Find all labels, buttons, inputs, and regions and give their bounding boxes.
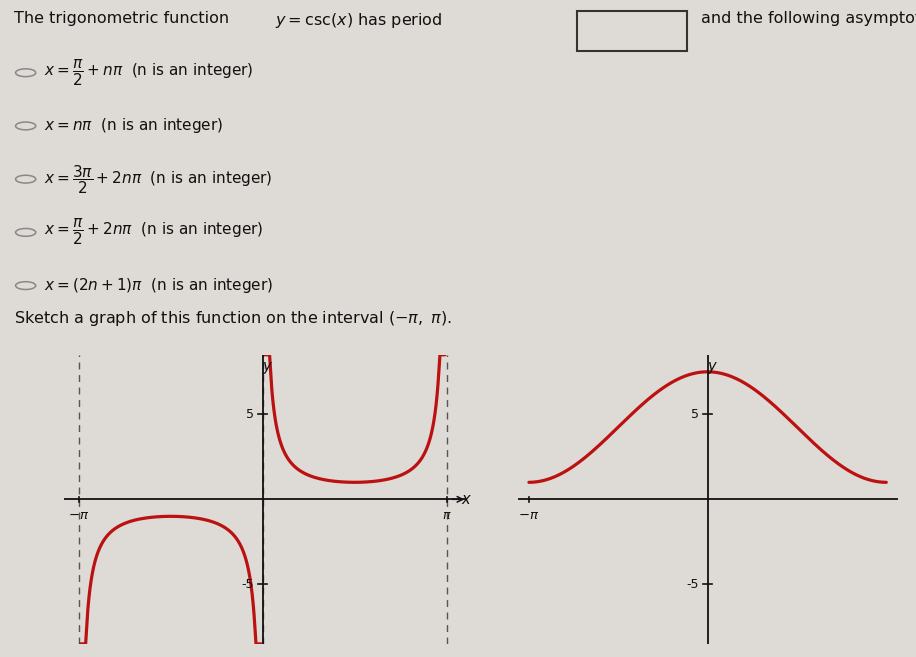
Text: y: y [707, 359, 716, 374]
Text: $x = \dfrac{\pi}{2} + n\pi$  (n is an integer): $x = \dfrac{\pi}{2} + n\pi$ (n is an int… [44, 58, 254, 87]
Text: -5: -5 [687, 578, 699, 591]
Text: x: x [461, 492, 470, 507]
Text: $x = n\pi$  (n is an integer): $x = n\pi$ (n is an integer) [44, 116, 224, 135]
Text: $x = (2n+1)\pi$  (n is an integer): $x = (2n+1)\pi$ (n is an integer) [44, 276, 273, 295]
Text: The trigonometric function: The trigonometric function [14, 11, 234, 26]
Text: y: y [263, 359, 271, 374]
Text: $x = \dfrac{\pi}{2} + 2n\pi$  (n is an integer): $x = \dfrac{\pi}{2} + 2n\pi$ (n is an in… [44, 217, 263, 247]
Text: $y = \mathrm{csc}(x)$ has period: $y = \mathrm{csc}(x)$ has period [275, 11, 442, 30]
Text: $-\pi$: $-\pi$ [68, 509, 90, 522]
Text: and the following asymptotes.: and the following asymptotes. [701, 11, 916, 26]
Text: 5: 5 [245, 408, 254, 420]
Text: Sketch a graph of this function on the interval $(-\pi,\ \pi)$.: Sketch a graph of this function on the i… [14, 309, 452, 328]
Bar [577, 11, 687, 51]
Text: $\pi$: $\pi$ [442, 509, 452, 522]
Text: $x = \dfrac{3\pi}{2} + 2n\pi$  (n is an integer): $x = \dfrac{3\pi}{2} + 2n\pi$ (n is an i… [44, 163, 272, 196]
Text: $-\pi$: $-\pi$ [518, 509, 540, 522]
Text: -5: -5 [242, 578, 254, 591]
Text: 5: 5 [691, 408, 699, 420]
